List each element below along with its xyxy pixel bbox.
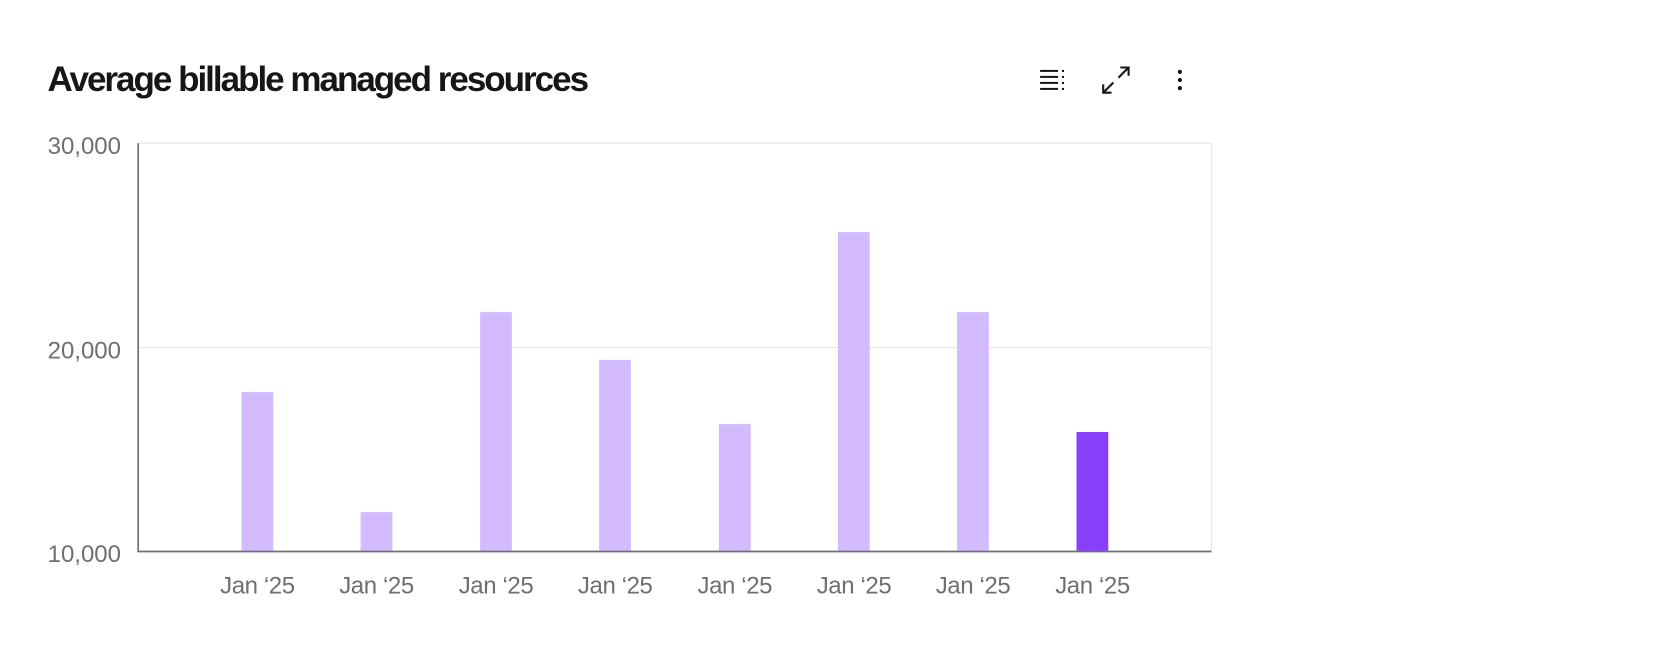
svg-text:10,000: 10,000 — [48, 541, 121, 568]
svg-text:20,000: 20,000 — [48, 337, 121, 364]
svg-text:Jan ‘25: Jan ‘25 — [220, 572, 295, 599]
svg-text:Jan ‘25: Jan ‘25 — [1055, 572, 1130, 599]
svg-text:Jan ‘25: Jan ‘25 — [578, 572, 653, 599]
svg-text:Jan ‘25: Jan ‘25 — [817, 572, 892, 599]
svg-text:Average billable managed resou: Average billable managed resources — [48, 60, 589, 99]
svg-text:Jan ‘25: Jan ‘25 — [459, 572, 534, 599]
svg-text:Jan ‘25: Jan ‘25 — [936, 572, 1011, 599]
svg-text:Jan ‘25: Jan ‘25 — [339, 572, 414, 599]
svg-text:30,000: 30,000 — [48, 133, 121, 160]
svg-text:Jan ‘25: Jan ‘25 — [698, 572, 773, 599]
